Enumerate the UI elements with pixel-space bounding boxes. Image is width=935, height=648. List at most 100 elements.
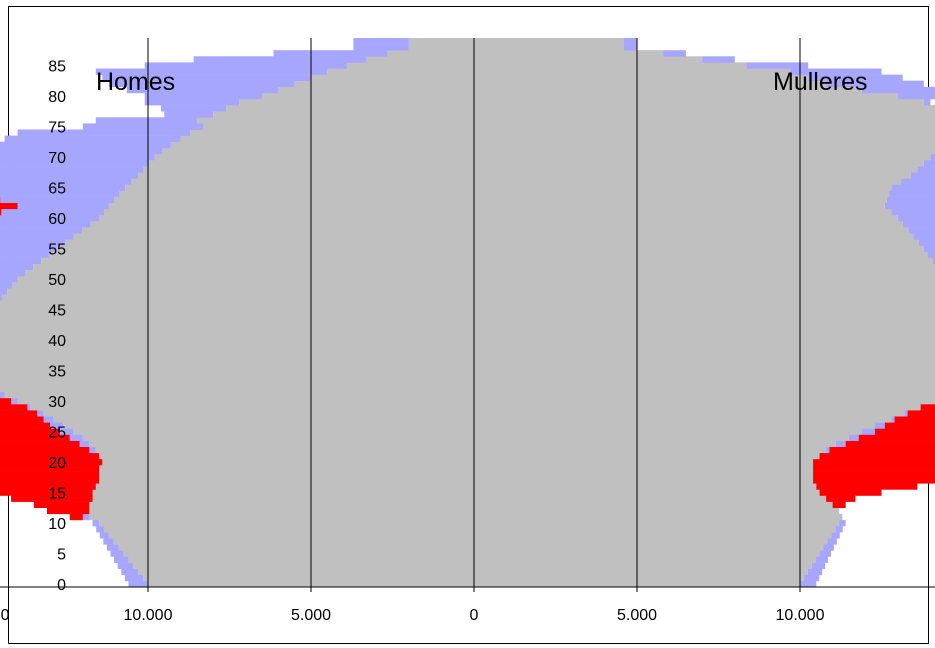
homes-base-bar-age-4 — [128, 556, 474, 563]
homes-decrease-bar-age-80 — [144, 92, 263, 100]
homes-base-bar-age-1 — [143, 574, 475, 582]
homes-increase-bar-age-25 — [0, 428, 60, 435]
mulleres-decrease-bar-age-60 — [897, 214, 935, 222]
homes-decrease-bar-age-68 — [0, 166, 144, 173]
mulleres-decrease-bar-age-23 — [835, 440, 846, 447]
homes-increase-bar-age-61 — [0, 208, 2, 216]
mulleres-base-bar-age-71 — [474, 147, 935, 155]
mulleres-base-bar-age-47 — [474, 294, 935, 301]
homes-base-bar-age-27 — [53, 416, 475, 423]
homes-increase-bar-age-17 — [0, 477, 100, 484]
homes-decrease-bar-age-58 — [0, 227, 83, 234]
homes-base-bar-age-38 — [0, 349, 475, 356]
mulleres-decrease-bar-age-69 — [923, 160, 935, 167]
mulleres-increase-bar-age-13 — [832, 501, 846, 508]
mulleres-base-bar-age-48 — [474, 288, 935, 295]
homes-base-bar-age-17 — [99, 477, 474, 484]
mulleres-base-bar-age-68 — [474, 166, 918, 173]
homes-decrease-bar-age-63 — [0, 196, 115, 203]
homes-decrease-bar-age-69 — [0, 160, 150, 167]
y-tick-label: 0 — [57, 577, 66, 594]
homes-base-bar-age-26 — [63, 422, 475, 429]
homes-base-bar-age-52 — [33, 263, 475, 271]
x-tick-labels: 25.00020.00015.00010.0005.00005.00010.00… — [0, 607, 825, 624]
mulleres-base-bar-age-85 — [474, 62, 747, 69]
homes-base-bar-age-56 — [65, 239, 475, 246]
homes-increase-bar-age-11 — [69, 513, 83, 521]
homes-decrease-bar-age-78 — [161, 105, 227, 112]
homes-decrease-bar-age-3 — [117, 562, 134, 569]
mulleres-base-bar-age-24 — [474, 434, 849, 441]
mulleres-decrease-bar-age-61 — [891, 208, 935, 216]
y-tick-label: 55 — [48, 241, 66, 258]
homes-base-bar-age-60 — [99, 214, 474, 222]
homes-base-bar-age-50 — [17, 275, 474, 283]
homes-decrease-bar-age-84 — [95, 68, 328, 75]
homes-decrease-bar-age-30 — [11, 397, 18, 405]
homes-decrease-bar-age-74 — [17, 129, 191, 136]
homes-increase-bar-age-28 — [0, 410, 38, 417]
mulleres-decrease-bar-age-28 — [904, 410, 908, 417]
mulleres-decrease-bar-age-3 — [811, 562, 826, 569]
mulleres-base-bar-age-1 — [474, 574, 804, 582]
homes-base-bar-age-59 — [90, 221, 475, 228]
mulleres-decrease-bar-age-53 — [933, 257, 935, 264]
mulleres-decrease-bar-age-66 — [901, 178, 935, 185]
mulleres-decrease-bar-age-58 — [908, 227, 935, 234]
mulleres-base-bar-age-7 — [474, 538, 828, 545]
homes-decrease-bar-age-50 — [0, 275, 18, 283]
homes-decrease-bar-age-49 — [0, 282, 13, 289]
homes-base-bar-age-88 — [408, 44, 474, 51]
homes-base-bar-age-6 — [118, 544, 474, 551]
mulleres-increase-bar-age-16 — [816, 483, 918, 490]
homes-increase-bar-age-20 — [0, 458, 103, 466]
mulleres-base-bar-age-20 — [474, 458, 814, 466]
mulleres-decrease-bar-age-64 — [889, 190, 935, 197]
x-tick-label: 15.000 — [0, 607, 10, 624]
mulleres-increase-bar-age-24 — [858, 434, 935, 441]
mulleres-decrease-bar-age-84 — [790, 68, 882, 75]
mulleres-decrease-bar-age-0 — [800, 580, 817, 588]
mulleres-decrease-bar-age-88 — [623, 44, 637, 51]
homes-base-bar-age-31 — [4, 391, 475, 399]
homes-base-bar-age-5 — [123, 550, 475, 557]
mulleres-decrease-bar-age-86 — [702, 56, 735, 63]
mulleres-base-bar-age-4 — [474, 556, 816, 563]
homes-base-bar-age-24 — [82, 434, 475, 441]
mulleres-base-bar-age-74 — [474, 129, 935, 136]
homes-base-bar-age-15 — [92, 489, 474, 496]
mulleres-base-bar-age-69 — [474, 160, 924, 167]
homes-base-bar-age-54 — [48, 251, 475, 258]
mulleres-base-bar-age-50 — [474, 275, 935, 283]
homes-decrease-bar-age-56 — [0, 239, 66, 246]
homes-base-bar-age-49 — [12, 282, 474, 289]
homes-decrease-bar-age-61 — [1, 208, 104, 216]
mulleres-base-bar-age-3 — [474, 562, 812, 569]
homes-base-bar-age-63 — [114, 196, 475, 203]
homes-base-bar-age-68 — [143, 166, 475, 173]
mulleres-base-bar-age-59 — [474, 221, 904, 228]
homes-decrease-bar-age-85 — [144, 62, 347, 69]
homes-decrease-bar-age-57 — [0, 233, 74, 240]
mulleres-base-bar-age-82 — [474, 80, 827, 88]
mulleres-base-bar-age-21 — [474, 452, 820, 460]
homes-increase-bar-age-62 — [0, 202, 18, 210]
mulleres-base-bar-age-72 — [474, 141, 935, 149]
homes-base-bar-age-51 — [25, 269, 474, 277]
mulleres-base-bar-age-26 — [474, 422, 875, 429]
y-tick-label: 45 — [48, 302, 66, 319]
homes-increase-bar-age-13 — [33, 501, 90, 508]
mulleres-increase-bar-age-28 — [907, 410, 935, 417]
mulleres-base-bar-age-12 — [474, 507, 840, 515]
mulleres-increase-bar-age-14 — [826, 495, 856, 502]
mulleres-base-bar-age-56 — [474, 239, 919, 246]
mulleres-base-bar-age-73 — [474, 135, 935, 142]
mulleres-base-bar-age-86 — [474, 56, 703, 63]
mulleres-increase-bar-age-22 — [829, 446, 935, 454]
y-tick-label: 65 — [48, 180, 66, 197]
mulleres-base-bar-age-37 — [474, 355, 935, 362]
homes-increase-bar-age-30 — [0, 397, 12, 405]
mulleres-base-bar-age-6 — [474, 544, 824, 551]
homes-base-bar-age-7 — [113, 538, 475, 545]
mulleres-base-bar-age-13 — [474, 501, 833, 508]
